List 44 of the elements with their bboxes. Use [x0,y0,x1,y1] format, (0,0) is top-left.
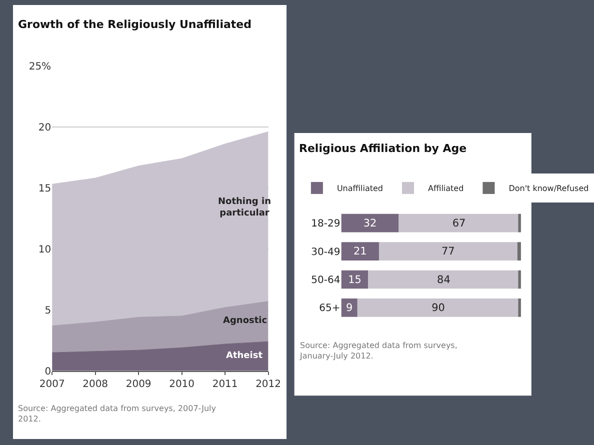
y-tick-label: 50-64 [311,275,340,286]
series-label: Nothing in particular [218,197,271,219]
series-label: Agnostic [223,316,268,326]
x-tick-label: 2007 [39,378,65,390]
bar [341,298,358,317]
y-tick-label: 15 [38,183,52,194]
y-tick-label: 18-29 [311,218,340,230]
chart-title: Growth of the Religiously Unaffiliated [18,18,252,31]
series-label: Atheist [226,351,264,361]
legend-label: Affiliated [428,184,464,194]
y-tick-label: 25% [28,61,52,72]
bar [518,214,521,232]
x-tick-label: 2012 [256,378,282,390]
y-tick-label: 65+ [319,303,340,314]
legend-label: Unaffiliated [336,184,383,194]
data-label: 90 [432,302,445,314]
y-tick-label: 10 [38,244,52,256]
legend-label: Don't know/Refused [508,184,589,194]
bar [341,214,399,232]
chart-title: Religious Affiliation by Age [299,142,467,155]
data-label: 9 [346,302,353,314]
bar [518,298,521,317]
y-tick-label: 30-49 [311,246,340,258]
bar [518,270,521,289]
bar [378,242,518,260]
y-tick-label: 20 [38,122,52,134]
source-note: Source: Aggregated data from surveys, January-July 2012. [299,341,458,360]
y-tick-label: 0 [44,366,52,378]
data-label: 84 [437,274,451,286]
data-label: 67 [452,217,466,230]
source-note: Source: Aggregated data from surveys, 2007-July 2012. [18,404,216,424]
y-tick-label: 5 [44,305,52,316]
bar [357,298,520,317]
data-label: 77 [442,246,455,258]
data-label: 15 [348,274,362,286]
bar [368,270,520,289]
x-tick-label: 2009 [126,378,152,390]
x-tick-label: 2010 [169,378,195,390]
data-label: 21 [353,246,367,258]
bar [398,214,520,232]
x-tick-label: 2008 [82,378,108,390]
bar [341,242,379,260]
x-tick-label: 2011 [212,378,238,390]
data-label: 32 [363,217,377,230]
